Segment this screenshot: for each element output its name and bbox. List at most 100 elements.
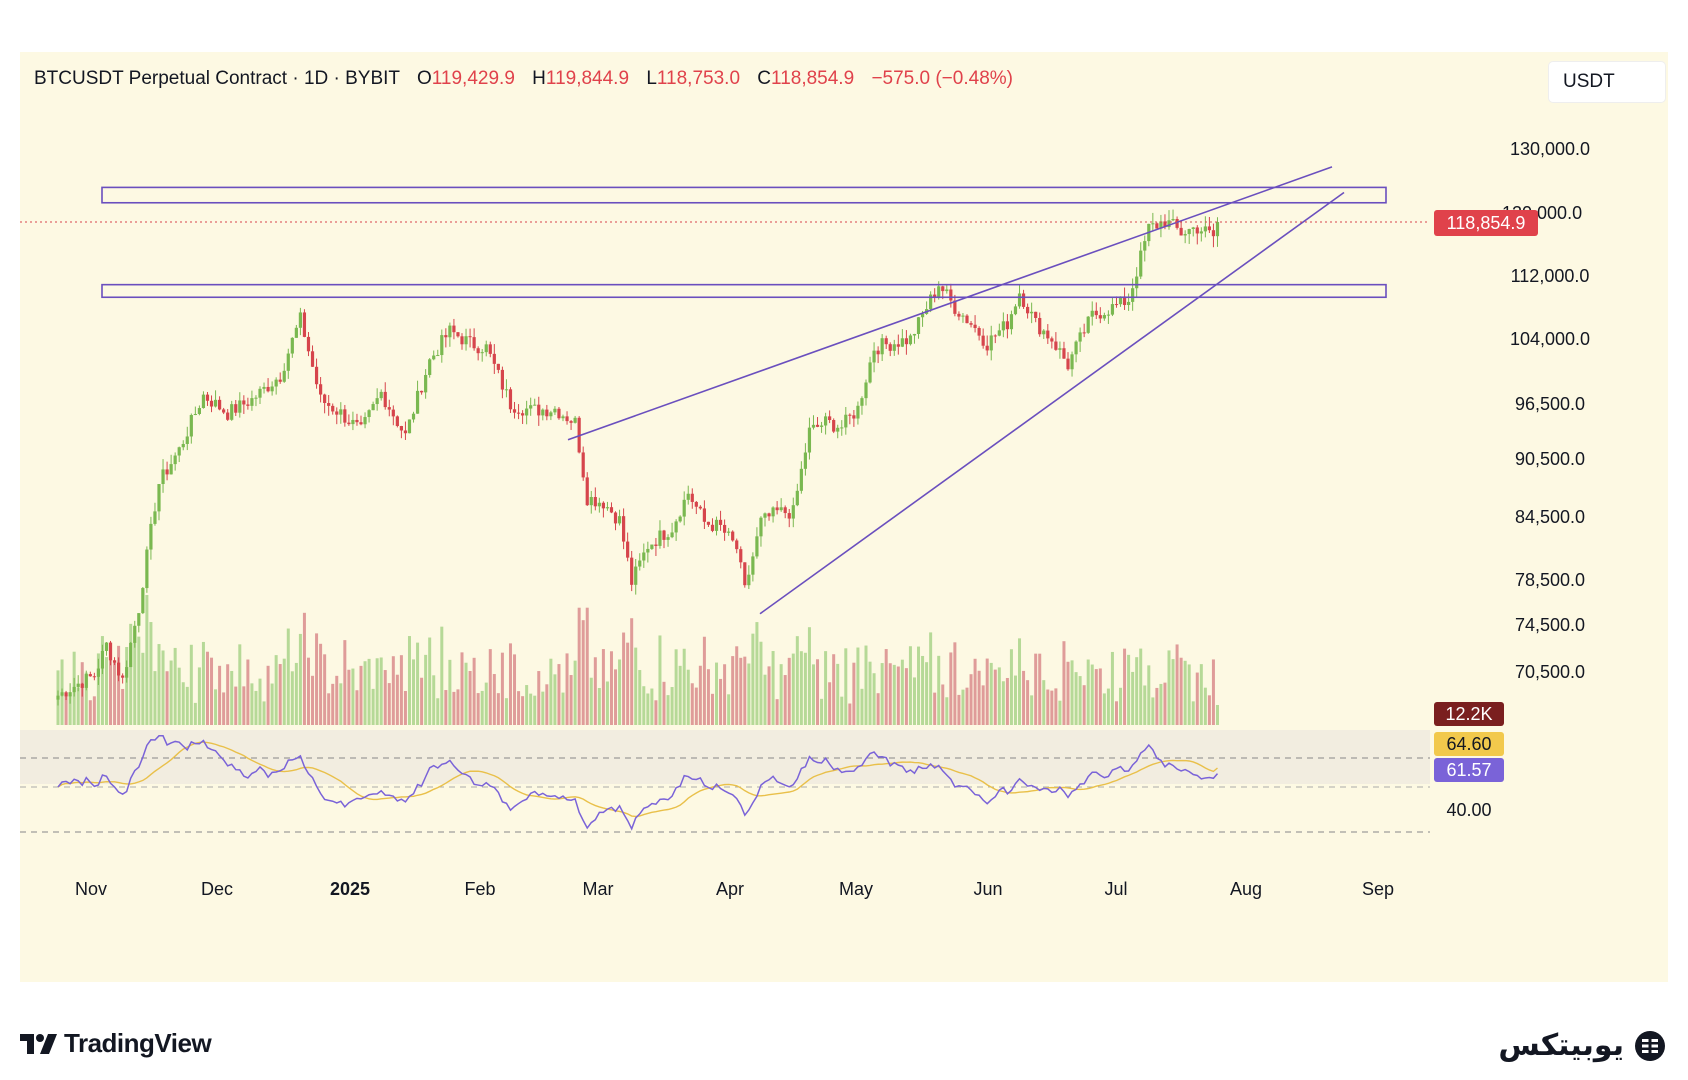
currency-unit-button[interactable]: USDT: [1549, 62, 1665, 102]
volume-bar: [1175, 644, 1179, 725]
candle-body: [945, 289, 949, 292]
price-chart-svg[interactable]: 130,000.0 112,000.0 104,000.0 96,500.0 90,50…: [20, 52, 1668, 982]
candle-body: [363, 417, 367, 425]
candle-body: [666, 537, 670, 540]
resistance-box: [101, 186, 1387, 204]
candle-body: [314, 366, 319, 385]
volume-bar: [403, 690, 407, 725]
candle-body: [1013, 306, 1018, 315]
candle-body: [88, 674, 92, 677]
candle-body: [617, 516, 622, 524]
change-value: −575.0 (−0.48%): [871, 68, 1013, 89]
volume-badge: [1434, 702, 1504, 726]
candle-body: [678, 516, 682, 522]
volume-bar: [460, 652, 464, 725]
volume-bar: [1022, 670, 1026, 725]
volume-bar: [1207, 695, 1211, 725]
volume-bar: [682, 648, 686, 725]
close-label: C: [757, 68, 772, 89]
candle-body: [129, 642, 133, 668]
candle-body: [864, 382, 868, 399]
volume-bar: [989, 662, 993, 725]
candle-body: [464, 336, 468, 345]
candles: [56, 209, 1220, 706]
volume-bar: [953, 642, 957, 725]
candle-body: [549, 412, 553, 417]
volume-bar: [1009, 649, 1013, 725]
candle-body: [525, 408, 529, 416]
volume-bar: [1147, 665, 1151, 725]
candle-body: [508, 389, 513, 410]
volume-bar: [807, 627, 811, 725]
volume-bar: [702, 636, 706, 725]
candle-body: [343, 409, 347, 423]
volume-bar: [109, 655, 113, 725]
candle-body: [1110, 304, 1115, 315]
volume-bar: [1211, 659, 1215, 725]
candle-body: [1066, 358, 1070, 370]
volume-bar: [488, 649, 492, 725]
candle-body: [908, 335, 913, 345]
volume-bar: [609, 651, 613, 725]
candle-body: [492, 353, 496, 364]
volume-bar: [1110, 651, 1114, 725]
candle-body: [710, 524, 715, 531]
candle-body: [884, 338, 888, 345]
volume-bar: [205, 651, 209, 725]
time-axis-label: Apr: [716, 879, 744, 899]
volume-bar: [759, 641, 763, 725]
candle-body: [1151, 223, 1155, 225]
candle-body: [646, 548, 650, 553]
volume-bar: [278, 664, 282, 725]
candle-body: [840, 427, 844, 429]
volume-bar: [767, 666, 771, 725]
candle-body: [399, 426, 403, 431]
candle-body: [581, 452, 585, 478]
candle-body: [961, 315, 965, 317]
volume-bar: [246, 659, 250, 725]
candle-body: [775, 507, 779, 511]
candle-body: [1127, 301, 1131, 306]
volume-bar: [751, 633, 755, 725]
candle-body: [420, 390, 424, 393]
volume-bar: [945, 697, 949, 725]
candle-body: [355, 419, 359, 423]
candle-body: [395, 416, 399, 427]
candle-body: [177, 447, 181, 456]
volume-bar: [100, 636, 104, 725]
candle-body: [747, 574, 751, 586]
chart-area[interactable]: 130,000.0 112,000.0 104,000.0 96,500.0 90,50…: [20, 52, 1668, 982]
candle-body: [108, 642, 113, 661]
rsi-tick-label: 40.00: [1446, 800, 1491, 820]
candle-body: [985, 345, 989, 351]
volume-bar: [484, 682, 488, 725]
candle-body: [787, 513, 791, 519]
candle-body: [868, 362, 872, 383]
volume-bar: [771, 651, 775, 725]
candle-body: [585, 477, 589, 506]
candle-body: [375, 398, 379, 405]
candle-body: [428, 359, 432, 375]
candle-body: [1179, 227, 1183, 236]
volume-bar: [133, 630, 137, 725]
volume-bar: [153, 671, 157, 725]
candle-body: [1155, 223, 1159, 229]
candle-body: [387, 407, 391, 410]
candle-body: [379, 391, 383, 399]
volume-bar: [710, 693, 714, 725]
price-tick-label: 84,500.0: [1515, 507, 1585, 527]
volume-bar: [545, 684, 549, 725]
candle-body: [561, 416, 565, 419]
candle-body: [1215, 222, 1220, 237]
candle-body: [403, 430, 408, 434]
candle-body: [638, 560, 642, 567]
volume-bar: [1195, 672, 1199, 725]
volume-bar: [1163, 682, 1167, 725]
volume-bar: [496, 693, 500, 725]
tradingview-icon: [20, 1033, 57, 1054]
candle-body: [266, 386, 270, 392]
candle-body: [1143, 241, 1147, 251]
candle-body: [306, 336, 311, 352]
candle-body: [1070, 354, 1074, 370]
volume-bar: [476, 693, 480, 725]
